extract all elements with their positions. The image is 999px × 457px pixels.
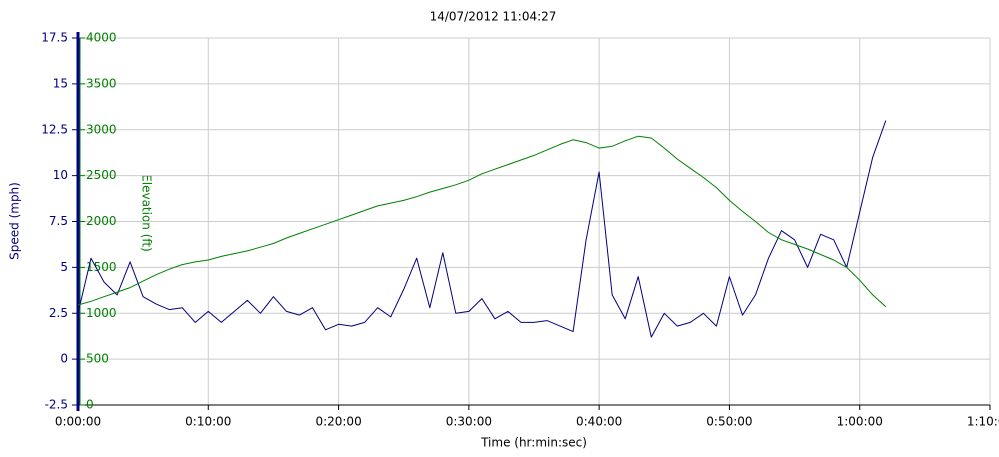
x-tick-label: 0:10:00 (185, 415, 231, 429)
y-tick-label: 15 (53, 76, 68, 90)
y2-tick-label: 2500 (86, 168, 117, 182)
x-tick-label: 0:50:00 (706, 415, 752, 429)
y-tick-label: 17.5 (41, 31, 68, 45)
y-tick-label: -2.5 (45, 398, 68, 412)
y-tick-label: 0 (60, 352, 68, 366)
y-tick-label: 12.5 (41, 122, 68, 136)
series-line (77, 135, 887, 308)
x-axis-label: Time (hr:min:sec) (480, 436, 587, 450)
chart-title: 14/07/2012 11:04:27 (430, 10, 557, 24)
y-axis-label: Speed (mph) (8, 182, 22, 260)
series-line (77, 120, 887, 338)
x-tick-label: 1:10:00 (967, 415, 999, 429)
y2-tick-label: 2000 (86, 214, 117, 228)
y-tick-label: 10 (53, 168, 68, 182)
y2-tick-label: 4000 (86, 31, 117, 45)
x-tick-label: 0:00:00 (55, 415, 101, 429)
x-tick-label: 1:00:00 (837, 415, 883, 429)
x-tick-label: 0:40:00 (576, 415, 622, 429)
y2-tick-label: 1000 (86, 306, 117, 320)
y2-tick-label: 3500 (86, 76, 117, 90)
y2-tick-label: 500 (86, 352, 109, 366)
y2-tick-label: 3000 (86, 122, 117, 136)
x-tick-label: 0:30:00 (446, 415, 492, 429)
y-tick-label: 7.5 (49, 214, 68, 228)
y2-axis-label: Elevation (ft) (140, 174, 154, 252)
y-tick-label: 5 (60, 260, 68, 274)
x-tick-label: 0:20:00 (315, 415, 361, 429)
y2-tick-label: 0 (86, 398, 94, 412)
y-tick-label: 2.5 (49, 306, 68, 320)
